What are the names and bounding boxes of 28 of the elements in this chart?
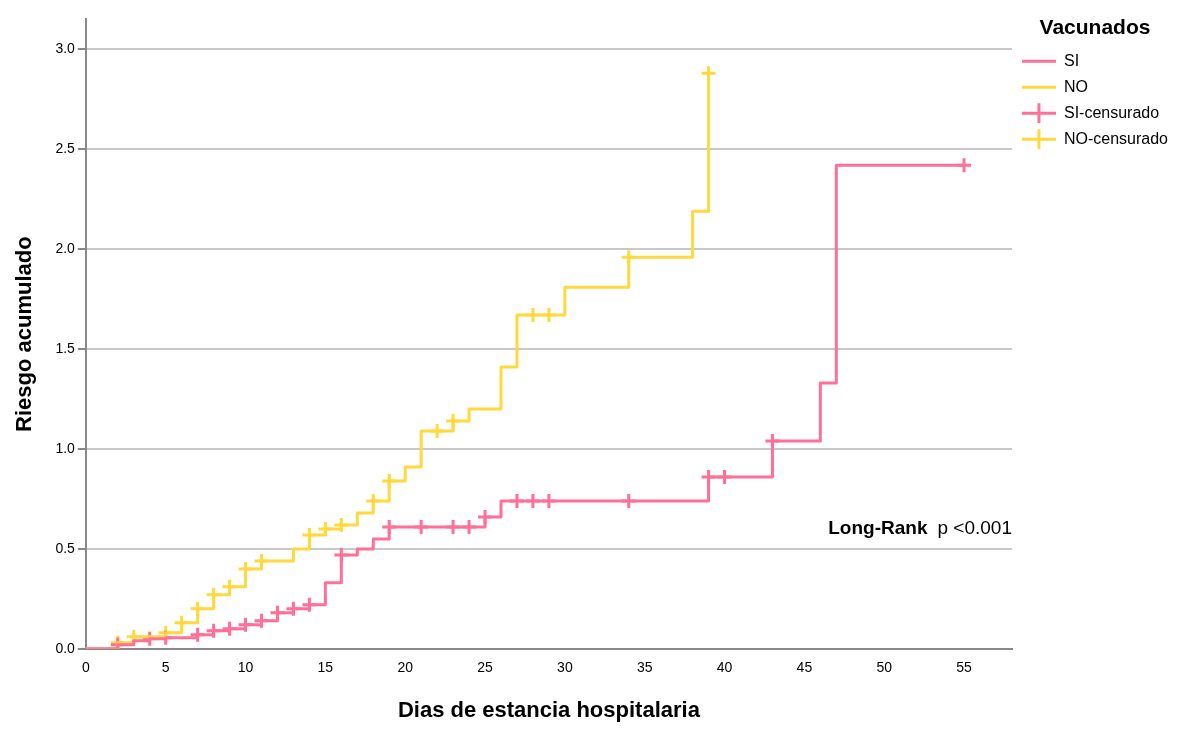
x-tick-label: 0 — [81, 659, 90, 676]
y-tick-label: 0.0 — [55, 639, 76, 656]
y-tick-label: 1.0 — [55, 439, 76, 456]
x-tick-label: 40 — [716, 659, 733, 676]
legend-label: SI — [1063, 51, 1080, 69]
x-tick-label: 20 — [397, 659, 414, 676]
x-tick-label: 50 — [876, 659, 893, 676]
x-tick-label: 10 — [237, 659, 254, 676]
annotation: Long-Rank — [828, 517, 928, 539]
x-tick-label: 55 — [956, 659, 973, 676]
y-tick-label: 2.5 — [55, 140, 76, 157]
x-tick-label: 5 — [161, 659, 170, 676]
y-tick-label: 1.5 — [55, 339, 76, 356]
legend-title: Vacunados — [1039, 15, 1151, 39]
legend-label: NO-censurado — [1063, 129, 1169, 147]
legend-label: NO — [1063, 77, 1088, 95]
y-axis-title: Riesgo acumulado — [11, 236, 37, 432]
x-tick-label: 15 — [317, 659, 334, 676]
x-tick-label: 25 — [477, 659, 494, 676]
x-tick-label: 35 — [636, 659, 653, 676]
y-tick-label: 2.0 — [55, 240, 76, 257]
annotation: p <0.001 — [937, 517, 1012, 539]
y-tick-label: 0.5 — [55, 539, 76, 556]
x-axis-title: Dias de estancia hospitalaria — [397, 696, 701, 722]
x-tick-label: 45 — [796, 659, 813, 676]
x-tick-label: 30 — [557, 659, 573, 676]
legend-label: SI-censurado — [1063, 103, 1160, 121]
y-tick-label: 3.0 — [55, 40, 76, 57]
